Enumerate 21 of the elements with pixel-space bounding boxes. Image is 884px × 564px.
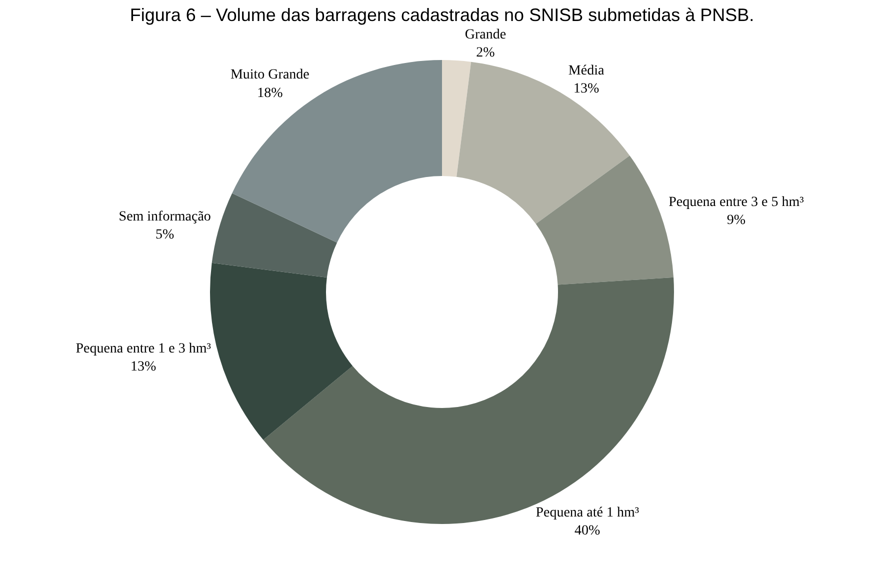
donut-slice	[210, 262, 353, 440]
slice-label: Grande	[464, 27, 506, 42]
slice-label: Média	[568, 63, 605, 78]
data-label: 9%	[726, 213, 746, 228]
donut-slice	[263, 277, 674, 524]
donut-slice	[442, 60, 472, 177]
data-label: 13%	[573, 82, 600, 97]
slice-label: Pequena entre 3 e 5 hm³	[668, 194, 804, 210]
data-label: 18%	[257, 86, 284, 101]
slice-label: Sem informação	[118, 209, 211, 224]
data-label: 40%	[574, 524, 601, 539]
data-label: 2%	[476, 46, 496, 61]
donut-slice	[232, 60, 442, 243]
donut-slice	[456, 62, 630, 224]
chart-title: Figura 6 – Volume das barragens cadastradas no SNISB submetidas à PNSB.	[130, 5, 754, 26]
slice-label: Pequena entre 1 e 3 hm³	[76, 341, 211, 356]
donut-slice	[212, 193, 338, 278]
data-label: 5%	[156, 228, 175, 243]
slice-label: Pequena até 1 hm³	[536, 505, 640, 520]
data-label: 13%	[130, 360, 156, 375]
slice-label: Muito Grande	[230, 68, 310, 83]
